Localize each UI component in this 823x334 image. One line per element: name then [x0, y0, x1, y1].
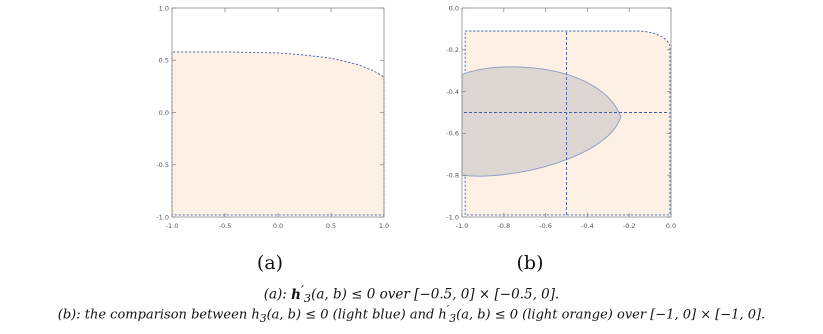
y-tick-label: -0.6 [446, 130, 459, 138]
x-tick-label: -1.0 [166, 222, 179, 230]
y-tick-label: -0.4 [446, 88, 459, 96]
caption-b: (b): the comparison between h3(a, b) ≤ 0… [0, 303, 823, 325]
caption-b-sub1: 3 [259, 311, 267, 325]
x-tick-label: -0.4 [581, 222, 594, 230]
caption-a-prefix: (a): [263, 286, 292, 303]
caption-b-mid1: ≤ 0 (light blue) and [301, 307, 439, 323]
y-tick-label: -0.5 [156, 161, 169, 169]
y-tick-label: -0.2 [446, 46, 459, 54]
x-tick-label: 0.0 [273, 222, 283, 230]
x-tick-label: -1.0 [456, 222, 469, 230]
x-tick-label: 0.5 [326, 222, 336, 230]
x-tick-label: 0.0 [666, 222, 676, 230]
subfigure-label-b: (b) [516, 252, 544, 274]
caption-a: (a): h′3(a, b) ≤ 0 over [−0.5, 0] × [−0.… [0, 282, 823, 305]
caption-b-h1: h [251, 307, 260, 323]
subfigure-label-a: (a) [256, 252, 284, 274]
caption-b-args1: (a, b) [266, 307, 302, 323]
region-h3 [461, 66, 622, 177]
y-tick-label: -0.8 [446, 172, 459, 180]
caption-b-args2: (a, b) [456, 307, 491, 323]
caption-b-prime2: ′ [446, 303, 450, 316]
x-tick-label: -0.2 [623, 222, 636, 230]
caption-a-h: h [291, 286, 301, 303]
caption-b-rest: ≤ 0 (light orange) over [−1, 0] × [−1, 0… [490, 307, 766, 323]
caption-b-sub2: 3 [449, 311, 457, 325]
plot-frame-b [461, 7, 672, 218]
caption-a-prime: ′ [300, 282, 304, 296]
caption-a-rest: ≤ 0 over [−0.5, 0] × [−0.5, 0]. [346, 286, 560, 303]
region-h3-prime [171, 51, 385, 216]
y-tick-label: 1.0 [159, 4, 169, 12]
y-tick-label: 0.5 [159, 57, 169, 65]
x-tick-label: -0.8 [497, 222, 510, 230]
caption-a-args: (a, b) [311, 286, 347, 303]
y-tick-label: 0.0 [449, 4, 459, 12]
caption-a-sub: 3 [303, 292, 312, 306]
y-tick-label: -1.0 [446, 213, 459, 221]
caption-b-h2: h [438, 307, 447, 323]
x-tick-label: 1.0 [379, 222, 389, 230]
plot-panel-a: -1.0 -0.5 0.0 0.5 1.0 -1.0 -0.5 0.0 0.5 1.0 [156, 4, 389, 230]
x-tick-label: -0.6 [539, 222, 552, 230]
y-tick-label: 0.0 [159, 109, 169, 117]
x-tick-label: -0.5 [219, 222, 232, 230]
figure-plots: -1.0 -0.5 0.0 0.5 1.0-1.0-0.50.00.51.0 -1.0-… [156, 4, 676, 230]
y-tick-label: -1.0 [156, 213, 169, 221]
caption-b-prefix: (b): the comparison between [57, 307, 252, 323]
plot-panel-b: -1.0 -0.8 -0.6 -0.4 -0.2 0.0 -1.0 -0.8 -0.6 -0.4 -… [446, 4, 676, 230]
